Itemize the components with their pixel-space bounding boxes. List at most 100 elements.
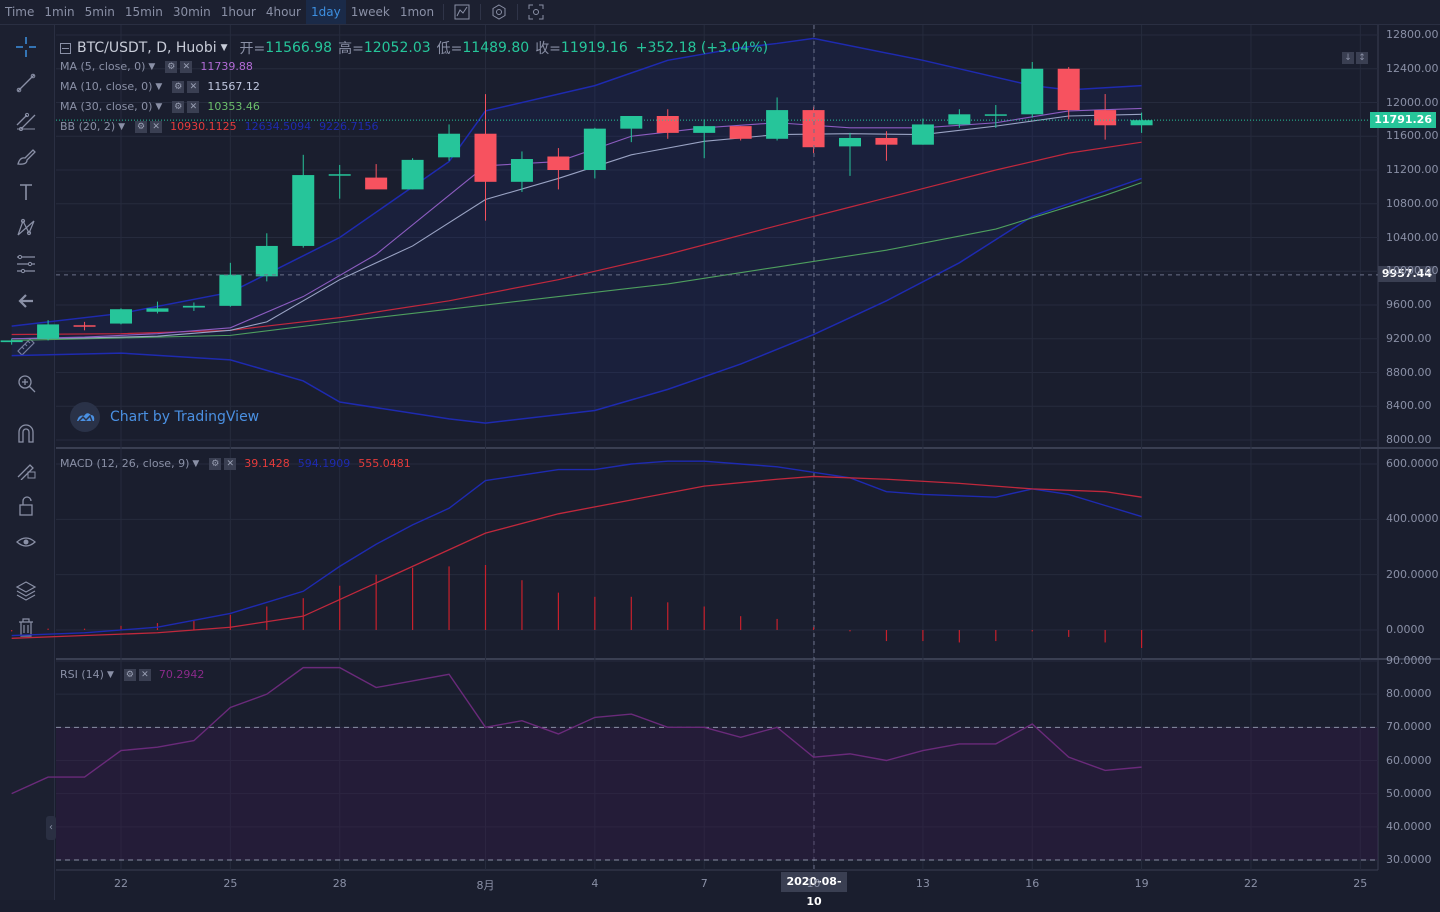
close-icon[interactable]: ✕ [187, 80, 200, 93]
text-icon[interactable] [11, 179, 41, 205]
scale-down-icon[interactable]: ↓ [1342, 52, 1354, 64]
timeframe-1week[interactable]: 1week [350, 5, 390, 19]
time-axis-label: 19 [1134, 877, 1149, 890]
last-price-pill: 11791.26 [1370, 112, 1436, 128]
legend-ma10[interactable]: MA (10, close, 0) ▼ ⚙ ✕ 11567.12 [60, 80, 260, 93]
chevron-down-icon[interactable]: ▼ [106, 669, 114, 680]
timeframe-Time[interactable]: Time [5, 5, 35, 19]
legend-rsi-name: RSI (14) [60, 668, 104, 681]
chevron-down-icon[interactable]: ▼ [192, 458, 200, 469]
eye-icon[interactable] [11, 529, 41, 555]
timeframe-1day[interactable]: 1day [305, 0, 346, 24]
time-axis-label: 16 [1025, 877, 1040, 890]
change-value: +352.18 (+3.04%) [635, 40, 769, 56]
drawing-toolbar [0, 25, 55, 900]
scale-buttons[interactable]: ↓ ↕ [1342, 52, 1368, 64]
timeframe-4hour[interactable]: 4hour [265, 5, 301, 19]
timeframe-30min[interactable]: 30min [172, 5, 211, 19]
gear-icon[interactable]: ⚙ [172, 100, 185, 113]
chevron-down-icon[interactable]: ▼ [220, 43, 228, 53]
symbol-header: BTC/USDT, D, Huobi ▼ 开= 11566.98 高= 1205… [60, 38, 768, 58]
zoom-icon[interactable] [11, 370, 41, 396]
candle-body [583, 128, 606, 170]
candle-body [729, 126, 752, 139]
lock-draw-icon[interactable] [11, 456, 41, 482]
macd-signal-line [11, 475, 1142, 639]
candle-body [510, 159, 533, 182]
gear-icon[interactable]: ⚙ [172, 80, 185, 93]
chevron-down-icon[interactable]: ▼ [155, 101, 163, 112]
legend-rsi[interactable]: RSI (14) ▼ ⚙ ✕ 70.2942 [60, 668, 204, 681]
legend-ma30-value: 10353.46 [207, 100, 260, 113]
timeframe-5min[interactable]: 5min [84, 5, 115, 19]
tradingview-logo-icon [70, 402, 100, 432]
close-icon[interactable]: ✕ [138, 668, 151, 681]
back-arrow-icon[interactable] [11, 288, 41, 314]
layers-icon[interactable] [11, 577, 41, 603]
unlock-icon[interactable] [11, 493, 41, 519]
candle-body [0, 340, 23, 343]
fib-tool-icon[interactable] [11, 107, 41, 133]
timeframe-15min[interactable]: 15min [124, 5, 163, 19]
legend-bb-v2: 12634.5094 [244, 120, 312, 133]
close-icon[interactable]: ✕ [187, 100, 200, 113]
timeframe-1mon[interactable]: 1mon [399, 5, 435, 19]
chevron-down-icon[interactable]: ▼ [148, 61, 156, 72]
settings-icon[interactable] [485, 0, 513, 24]
legend-macd[interactable]: MACD (12, 26, close, 9) ▼ ⚙ ✕ 39.1428 59… [60, 457, 411, 470]
trash-icon[interactable] [11, 614, 41, 640]
close-icon[interactable]: ✕ [150, 120, 163, 133]
gear-icon[interactable]: ⚙ [123, 668, 136, 681]
legend-macd-v2: 594.1909 [297, 457, 351, 470]
price-axis-label: 12000.00 [1386, 95, 1439, 109]
candle-body [547, 156, 570, 170]
rsi-band-fill [56, 727, 1378, 860]
legend-ma30[interactable]: MA (30, close, 0) ▼ ⚙ ✕ 10353.46 [60, 100, 260, 113]
chevron-down-icon[interactable]: ▼ [118, 121, 126, 132]
trend-line-icon[interactable] [11, 70, 41, 96]
candle-body [1057, 68, 1080, 111]
tradingview-watermark[interactable]: Chart by TradingView [70, 402, 259, 432]
legend-ma5-value: 11739.88 [200, 60, 253, 73]
brush-icon[interactable] [11, 143, 41, 169]
time-axis-label: 7 [700, 877, 708, 890]
toolbar-divider [517, 4, 519, 20]
price-axis-label: 12400.00 [1386, 61, 1439, 75]
rsi-axis-label: 70.0000 [1386, 720, 1432, 734]
close-label: 收= [535, 41, 561, 57]
timeframe-toolbar: Time 1min 5min 15min 30min 1hour 4hour 1day 1wee… [0, 0, 1440, 25]
macd-axis-label: 400.0000 [1386, 512, 1439, 526]
chart-type-icon[interactable] [448, 0, 476, 24]
gear-icon[interactable]: ⚙ [209, 457, 222, 470]
magnet-icon[interactable] [11, 420, 41, 446]
crosshair-icon[interactable] [11, 34, 41, 60]
price-axis-label: 10400.00 [1386, 230, 1439, 244]
close-icon[interactable]: ✕ [224, 457, 237, 470]
candle-body [110, 309, 132, 324]
screenshot-icon[interactable] [522, 0, 550, 24]
collapse-toolbar-handle[interactable]: ‹ [46, 816, 56, 840]
symbol-pair[interactable]: BTC/USDT, D, Huobi [77, 40, 217, 56]
gear-icon[interactable]: ⚙ [165, 60, 178, 73]
gear-icon[interactable]: ⚙ [135, 120, 148, 133]
pattern-icon[interactable] [11, 215, 41, 241]
legend-ma5[interactable]: MA (5, close, 0) ▼ ⚙ ✕ 11739.88 [60, 60, 253, 73]
chevron-down-icon[interactable]: ▼ [155, 81, 163, 92]
candle-body [73, 325, 96, 327]
collapse-icon[interactable] [60, 42, 71, 54]
high-value: 12052.03 [363, 40, 431, 56]
price-pane [56, 25, 1378, 448]
macd-axis-label: 200.0000 [1386, 567, 1439, 581]
time-axis-label: 8月 [476, 879, 495, 892]
gann-icon[interactable] [11, 251, 41, 277]
timeframe-1hour[interactable]: 1hour [220, 5, 256, 19]
legend-bb-v1: 10930.1125 [170, 120, 237, 133]
rsi-axis-label: 40.0000 [1386, 819, 1432, 833]
candle-body [255, 245, 278, 277]
close-icon[interactable]: ✕ [180, 60, 193, 73]
timeframe-1min[interactable]: 1min [44, 5, 75, 19]
ruler-icon[interactable] [11, 334, 41, 360]
scale-up-icon[interactable]: ↕ [1356, 52, 1368, 64]
legend-bb[interactable]: BB (20, 2) ▼ ⚙ ✕ 10930.1125 12634.5094 9… [60, 120, 379, 133]
